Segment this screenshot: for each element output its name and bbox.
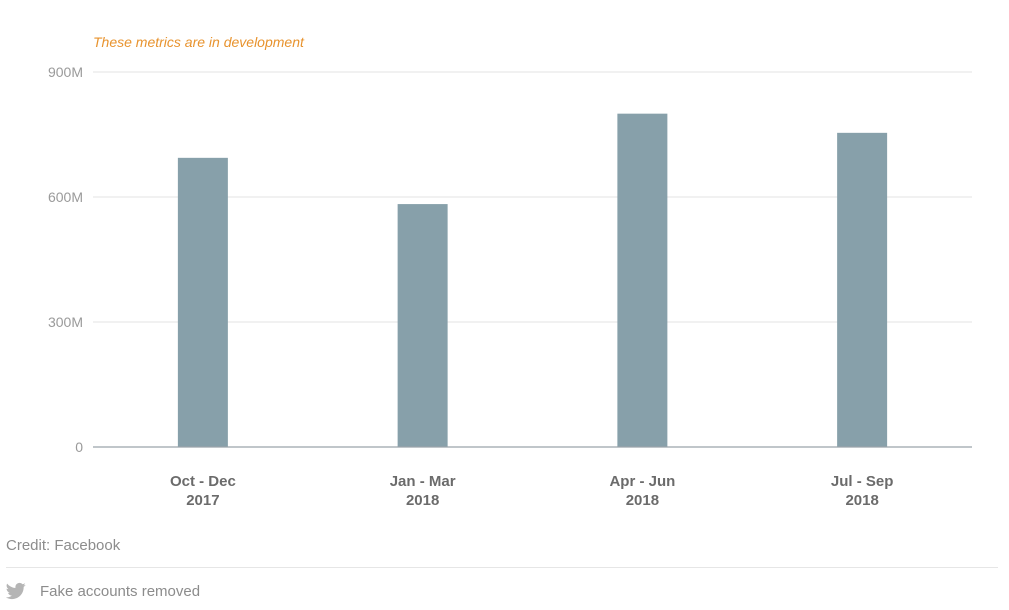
bar — [177, 157, 228, 448]
x-category-label: Jan - Mar — [390, 473, 456, 490]
bar — [397, 204, 448, 447]
chart-container: These metrics are in development 0 300M 60… — [48, 34, 972, 509]
tweet-label: Fake accounts removed — [40, 582, 201, 600]
x-category-label: Jul - Sep — [831, 473, 894, 490]
bars — [177, 113, 888, 448]
y-tick-label: 600M — [48, 189, 83, 205]
y-axis-ticks: 0 300M 600M 900M — [48, 64, 83, 455]
x-category-label: Apr - Jun — [609, 473, 675, 490]
y-tick-label: 900M — [48, 64, 83, 80]
bar — [617, 113, 668, 448]
tweet-link[interactable]: Fake accounts removed — [5, 580, 201, 602]
x-category-label: 2018 — [845, 492, 878, 509]
x-category-label: 2018 — [406, 492, 439, 509]
chart-annotation: These metrics are in development — [93, 34, 305, 50]
y-tick-label: 300M — [48, 314, 83, 330]
footer-divider — [6, 567, 998, 568]
twitter-bird-icon — [5, 581, 26, 601]
x-axis-labels: Oct - Dec 2017 Jan - Mar 2018 Apr - Jun 2018 J… — [170, 473, 893, 509]
gridlines — [93, 71, 972, 323]
bar-chart: These metrics are in development 0 300M 60… — [48, 34, 972, 509]
y-tick-label: 0 — [75, 439, 83, 455]
x-category-label: 2018 — [626, 492, 659, 509]
bar — [837, 132, 888, 448]
credit-text: Credit: Facebook — [6, 537, 121, 554]
x-category-label: 2017 — [186, 492, 219, 509]
x-category-label: Oct - Dec — [170, 473, 236, 490]
